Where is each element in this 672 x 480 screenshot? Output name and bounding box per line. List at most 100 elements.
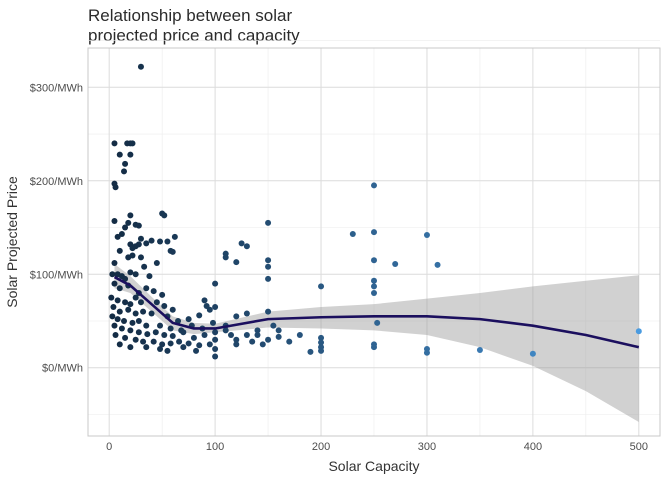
data-point [127, 301, 134, 308]
data-point [307, 348, 314, 355]
data-point [265, 257, 272, 264]
data-point [116, 308, 123, 315]
data-point [153, 299, 160, 306]
data-point [110, 303, 117, 310]
data-point [116, 285, 123, 292]
data-point [212, 329, 219, 336]
data-point [249, 338, 256, 345]
data-point [118, 325, 125, 332]
data-point [135, 329, 142, 336]
data-point [222, 254, 229, 261]
data-point [180, 344, 187, 351]
data-point [243, 243, 250, 250]
data-point [129, 252, 136, 259]
data-point [159, 291, 166, 298]
data-point [116, 247, 123, 254]
data-point [212, 353, 219, 360]
data-point [114, 233, 121, 240]
data-point [185, 340, 192, 347]
data-point [137, 254, 144, 261]
data-point [122, 334, 129, 341]
data-point [171, 233, 178, 240]
data-point [150, 288, 157, 295]
data-point [153, 260, 160, 267]
data-point [233, 336, 240, 343]
data-point [146, 273, 153, 280]
data-point [212, 280, 219, 287]
data-point [228, 332, 234, 339]
data-point [434, 261, 441, 268]
data-point [201, 297, 208, 304]
data-point [121, 168, 128, 175]
data-point [112, 332, 119, 339]
data-point [196, 342, 203, 349]
data-point [265, 263, 272, 270]
data-point [135, 222, 142, 229]
data-point [137, 299, 144, 306]
data-point [118, 231, 125, 238]
data-point [635, 328, 642, 335]
data-point [140, 338, 147, 345]
data-point [152, 329, 159, 336]
data-point [371, 182, 377, 189]
data-point [125, 219, 132, 226]
data-point [143, 344, 150, 351]
data-point [265, 308, 272, 315]
data-point [371, 344, 377, 351]
data-point [212, 336, 219, 343]
data-point [143, 285, 150, 292]
data-point [190, 334, 197, 341]
data-point [265, 336, 272, 343]
y-tick-label: $100/MWh [30, 269, 83, 281]
data-point [116, 151, 123, 158]
data-point [318, 334, 325, 341]
y-tick-label: $300/MWh [30, 82, 83, 94]
data-point [203, 303, 210, 310]
y-axis-label: Solar Projected Price [4, 176, 20, 308]
data-point [164, 347, 171, 354]
y-tick-label: $200/MWh [30, 176, 83, 188]
data-point [233, 313, 240, 320]
data-point [349, 231, 356, 238]
data-point [121, 318, 128, 325]
data-point [243, 310, 250, 317]
x-tick-label: 100 [206, 441, 224, 453]
data-point [114, 316, 121, 323]
data-point [222, 327, 229, 334]
data-point [371, 229, 377, 236]
data-point [111, 217, 118, 224]
data-point [143, 322, 150, 329]
data-point [127, 212, 134, 219]
data-point [109, 313, 116, 320]
data-point [185, 316, 192, 323]
x-axis-label: Solar Capacity [328, 458, 419, 474]
data-point [137, 235, 144, 242]
x-tick-label: 500 [630, 441, 648, 453]
data-point [265, 275, 272, 282]
data-point [127, 269, 134, 276]
data-point [135, 318, 142, 325]
data-point [529, 350, 536, 357]
data-point [286, 338, 293, 345]
data-point [423, 231, 430, 238]
data-point [135, 241, 142, 248]
data-point [111, 280, 118, 287]
data-point [125, 306, 132, 313]
data-point [132, 336, 139, 343]
x-tick-label: 0 [106, 441, 112, 453]
data-point [132, 310, 139, 317]
data-point [206, 341, 213, 348]
data-point [392, 260, 399, 267]
data-point [144, 331, 151, 338]
data-point [259, 341, 266, 348]
data-point [169, 332, 176, 339]
data-point [238, 240, 245, 247]
data-point [129, 245, 136, 252]
data-point [157, 346, 164, 353]
data-point [243, 332, 250, 339]
data-point [148, 237, 155, 244]
data-point [233, 259, 240, 266]
data-point [164, 238, 171, 245]
